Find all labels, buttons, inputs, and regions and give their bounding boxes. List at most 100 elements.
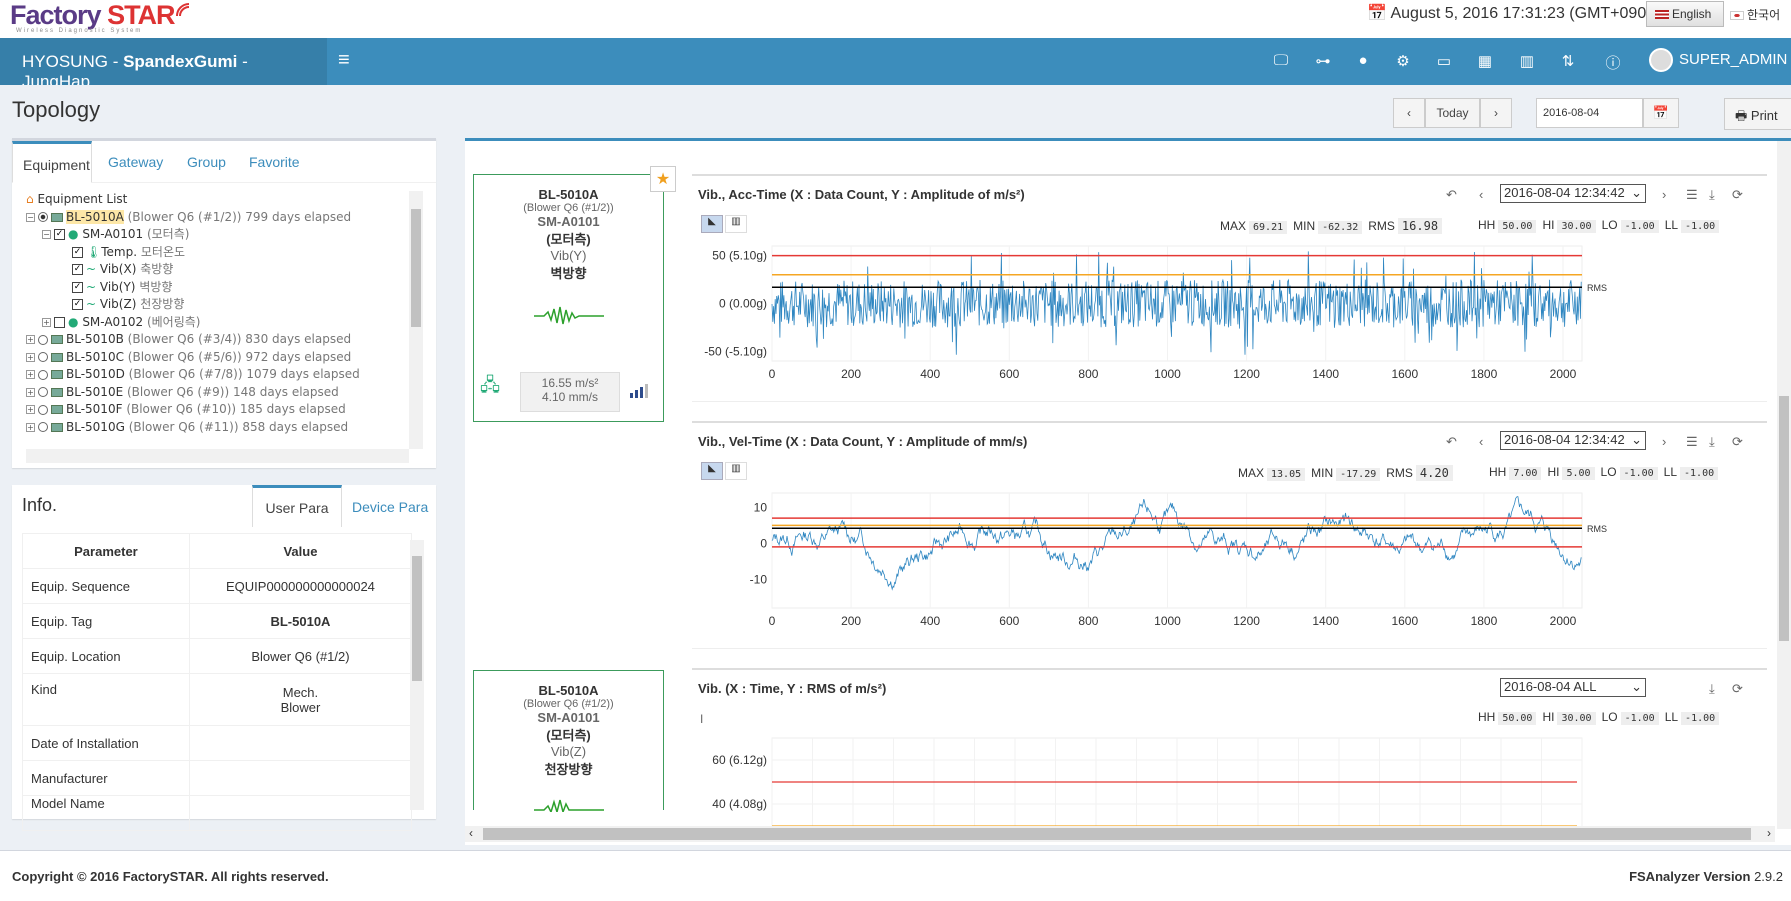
panel-vertical-scrollbar[interactable] bbox=[1777, 141, 1791, 829]
sensor-card[interactable]: BL-5010A (Blower Q6 (#1/2)) SM-A0101 (모터… bbox=[473, 670, 664, 815]
tab-gateway[interactable]: Gateway bbox=[108, 154, 164, 170]
rms-time-chart[interactable]: 60 (6.12g)40 (4.08g)20 (2.04g) bbox=[692, 730, 1767, 830]
refresh-icon[interactable]: ⟳ bbox=[1732, 187, 1743, 202]
lang-korean-button[interactable]: 한국어 bbox=[1726, 1, 1791, 27]
user-icon[interactable]: ● bbox=[1358, 52, 1368, 69]
tab-favorite[interactable]: Favorite bbox=[249, 154, 300, 170]
sitemap-icon[interactable]: ⊶ bbox=[1315, 53, 1331, 70]
radio-selected[interactable] bbox=[38, 212, 48, 222]
prev-icon[interactable]: ‹ bbox=[1479, 187, 1484, 202]
prev-icon[interactable]: ‹ bbox=[1479, 434, 1484, 449]
download-icon[interactable]: ⤓ bbox=[1709, 187, 1715, 202]
refresh-icon[interactable]: ⟳ bbox=[1732, 681, 1743, 696]
print-button[interactable]: 🖶 Print bbox=[1724, 98, 1791, 130]
scroll-thumb[interactable] bbox=[411, 209, 421, 327]
info-icon[interactable]: ⓘ bbox=[1605, 55, 1621, 72]
calendar-button[interactable]: 📅 bbox=[1643, 98, 1679, 128]
tab-user-para[interactable]: User Para bbox=[252, 485, 342, 527]
tree-item[interactable]: − ✓ ● SM-A0101 (모터측) bbox=[26, 226, 422, 244]
lang-english-button[interactable]: English bbox=[1646, 1, 1724, 27]
undo-icon[interactable]: ↶ bbox=[1446, 434, 1457, 449]
download-icon[interactable]: ⤓ bbox=[1709, 681, 1715, 696]
next-icon[interactable]: › bbox=[1662, 187, 1667, 202]
collapse-icon[interactable]: − bbox=[26, 212, 35, 222]
monitor-icon[interactable]: 🖵 bbox=[1273, 52, 1289, 69]
prev-date-button[interactable]: ‹ bbox=[1393, 98, 1425, 128]
datetime-select[interactable]: 2016-08-04 12:34:42 ⌄ bbox=[1500, 431, 1646, 450]
site-brand[interactable]: HYOSUNG - SpandexGumi - JungHap bbox=[0, 38, 327, 91]
tree-item[interactable]: ✓ ~ Vib(Y) 벽방향 bbox=[26, 279, 422, 297]
checkbox[interactable] bbox=[54, 316, 65, 328]
radio[interactable] bbox=[38, 352, 48, 362]
area-chart-button[interactable]: ◣ bbox=[701, 462, 723, 480]
radio[interactable] bbox=[38, 334, 48, 345]
grid-icon[interactable]: ▦ bbox=[1477, 53, 1493, 70]
list-icon[interactable]: ☰ bbox=[1686, 187, 1698, 202]
checkbox[interactable]: ✓ bbox=[72, 299, 83, 310]
date-range-select[interactable]: 2016-08-04 ALL ⌄ bbox=[1500, 678, 1646, 697]
checkbox[interactable]: ✓ bbox=[72, 281, 83, 293]
checkbox[interactable]: ✓ bbox=[54, 229, 65, 240]
sensor-card[interactable]: ★ BL-5010A (Blower Q6 (#1/2)) SM-A0101 (… bbox=[473, 166, 676, 422]
expand-icon[interactable]: + bbox=[26, 335, 35, 344]
bar-chart-button[interactable]: ▥ bbox=[725, 215, 747, 233]
tab-device-para[interactable]: Device Para bbox=[352, 499, 429, 515]
favorite-star-icon[interactable]: ★ bbox=[650, 166, 676, 192]
gears-icon[interactable]: ⚙ bbox=[1396, 53, 1410, 70]
sort-icon[interactable]: ⇅ bbox=[1561, 53, 1575, 70]
today-button[interactable]: Today bbox=[1425, 98, 1480, 128]
datetime-select[interactable]: 2016-08-04 12:34:42 ⌄ bbox=[1500, 184, 1646, 203]
bar-chart-icon[interactable]: ▥ bbox=[1519, 53, 1535, 70]
tab-group[interactable]: Group bbox=[187, 154, 226, 170]
expand-icon[interactable]: + bbox=[26, 370, 35, 379]
tree-item[interactable]: + BL-5010E (Blower Q6 (#9)) 148 days elap… bbox=[26, 384, 422, 402]
date-input[interactable]: 2016-08-04 bbox=[1536, 98, 1643, 128]
tree-vertical-scrollbar[interactable] bbox=[409, 191, 423, 449]
radio[interactable] bbox=[38, 387, 48, 397]
next-icon[interactable]: › bbox=[1662, 434, 1667, 449]
collapse-icon[interactable]: − bbox=[42, 230, 51, 239]
expand-icon[interactable]: + bbox=[26, 352, 35, 362]
tree-item[interactable]: ✓ 🌡Temp. 모터온도 bbox=[26, 244, 422, 262]
refresh-icon[interactable]: ⟳ bbox=[1732, 434, 1743, 449]
download-icon[interactable]: ⤓ bbox=[1709, 434, 1715, 449]
tree-item[interactable]: + BL-5010B (Blower Q6 (#3/4)) 830 days el… bbox=[26, 331, 422, 349]
scroll-right-icon[interactable]: › bbox=[1767, 826, 1771, 840]
expand-icon[interactable]: + bbox=[26, 422, 35, 432]
radio[interactable] bbox=[38, 422, 48, 432]
tree-horizontal-scrollbar[interactable] bbox=[26, 449, 409, 463]
expand-icon[interactable]: + bbox=[42, 317, 51, 327]
tab-equipment[interactable]: Equipment bbox=[12, 141, 92, 183]
expand-icon[interactable]: + bbox=[26, 405, 35, 414]
hdd-icon[interactable]: ▭ bbox=[1436, 53, 1452, 70]
vel-time-chart[interactable]: 0 200 400 600 800 1000 1200 1400 1600 1800 2000 10 0… bbox=[692, 483, 1767, 651]
acc-time-chart[interactable]: 0 200 400 600 800 1000 1200 1400 1600 1800 2000 50 … bbox=[692, 236, 1767, 404]
tree-item[interactable]: + BL-5010F (Blower Q6 (#10)) 185 days ela… bbox=[26, 401, 422, 419]
tree-item[interactable]: + BL-5010D (Blower Q6 (#7/8)) 1079 days e… bbox=[26, 366, 422, 384]
scroll-thumb[interactable] bbox=[483, 828, 1751, 840]
area-chart-button[interactable]: ◣ bbox=[701, 215, 723, 233]
checkbox[interactable]: ✓ bbox=[72, 246, 83, 258]
undo-icon[interactable]: ↶ bbox=[1446, 187, 1457, 202]
list-icon[interactable]: ☰ bbox=[1686, 434, 1698, 449]
tree-item[interactable]: ✓ ~ Vib(Z) 천장방향 bbox=[26, 296, 422, 314]
tree-root[interactable]: ⌂ Equipment List bbox=[26, 191, 422, 209]
scroll-thumb[interactable] bbox=[1779, 396, 1789, 641]
tree-item[interactable]: + BL-5010C (Blower Q6 (#5/6)) 972 days el… bbox=[26, 349, 422, 367]
tree-item[interactable]: − BL-5010A (Blower Q6 (#1/2)) 799 days el… bbox=[26, 209, 422, 227]
expand-icon[interactable]: + bbox=[26, 387, 35, 397]
radio[interactable] bbox=[38, 369, 48, 380]
tree-item[interactable]: + ● SM-A0102 (베어링측) bbox=[26, 314, 422, 332]
menu-toggle-icon[interactable]: ≡ bbox=[338, 49, 350, 71]
radio[interactable] bbox=[38, 404, 48, 415]
bar-chart-button[interactable]: ▥ bbox=[725, 462, 747, 480]
user-menu[interactable]: SUPER_ADMIN bbox=[1649, 48, 1787, 72]
scroll-left-icon[interactable]: ‹ bbox=[469, 826, 473, 840]
next-date-button[interactable]: › bbox=[1480, 98, 1512, 128]
scroll-thumb[interactable] bbox=[412, 556, 422, 681]
checkbox[interactable]: ✓ bbox=[72, 264, 83, 275]
info-vertical-scrollbar[interactable] bbox=[410, 540, 424, 810]
tree-item[interactable]: ✓ ~ Vib(X) 축방향 bbox=[26, 261, 422, 279]
panel-horizontal-scrollbar[interactable]: ‹ › bbox=[465, 826, 1775, 842]
tree-item[interactable]: + BL-5010G (Blower Q6 (#11)) 858 days ela… bbox=[26, 419, 422, 437]
